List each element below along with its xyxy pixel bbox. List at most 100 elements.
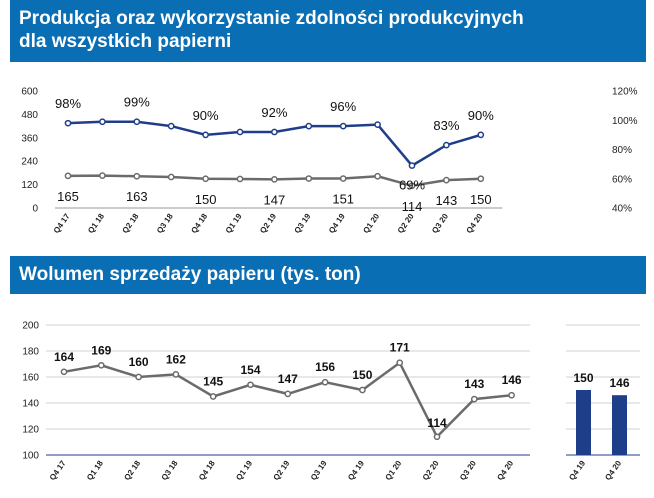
chart1-x-tick: Q1 20 (361, 212, 381, 235)
chart1-utilization-label: 96% (330, 99, 356, 114)
chart2-sales-label: 164 (54, 350, 74, 364)
chart2-x-tick: Q4 17 (48, 459, 68, 482)
top-chart-title-line1: Produkcja oraz wykorzystanie zdolności p… (19, 8, 524, 29)
chart3-x-tick: Q4 20 (603, 459, 623, 482)
chart1-production-label: 114 (402, 199, 423, 214)
chart2-x-tick: Q1 18 (85, 459, 105, 482)
chart2-x-tick: Q2 18 (122, 459, 142, 482)
chart2-y-tick: 180 (22, 347, 39, 358)
chart1-production-point (133, 172, 141, 180)
chart2-sales-label: 143 (464, 377, 484, 391)
chart1-utilization-point (443, 141, 450, 149)
chart1-x-tick: Q1 18 (86, 212, 106, 235)
top-chart-header: Produkcja oraz wykorzystanie zdolności p… (10, 0, 646, 62)
chart1-utilization-point (271, 128, 278, 136)
chart1-production-label: 163 (126, 189, 148, 204)
chart1-left-tick: 0 (32, 204, 38, 215)
chart1-x-tick: Q4 17 (52, 212, 72, 235)
chart2-sales-point (284, 390, 292, 398)
chart1-production-label: 143 (436, 193, 458, 208)
chart1-utilization-point (408, 162, 416, 169)
chart1-utilization-point (99, 118, 106, 126)
chart2-sales-point (97, 361, 105, 369)
chart1-production-point (408, 182, 416, 190)
bottom-chart-title: Wolumen sprzedaży papieru (tys. ton) (19, 264, 361, 285)
chart1-utilization-point (133, 118, 141, 126)
chart2-sales-point (172, 371, 180, 378)
top-chart-title-line2: dla wszystkich papierni (19, 31, 232, 52)
chart2-sales-label: 146 (502, 373, 522, 387)
chart2-sales-point (470, 395, 478, 403)
chart1-production-point (167, 173, 175, 181)
chart1-x-tick: Q2 19 (258, 212, 278, 235)
chart2-sales-point (60, 368, 68, 376)
chart1-x-tick: Q2 18 (121, 212, 141, 235)
chart1-left-tick: 120 (21, 180, 38, 191)
chart1-x-tick: Q4 19 (327, 212, 347, 235)
chart2-y-tick: 100 (22, 451, 39, 462)
bottom-chart-header: Wolumen sprzedaży papieru (tys. ton) (10, 256, 646, 294)
chart2-y-tick: 160 (22, 373, 39, 384)
chart2-sales-point (433, 433, 441, 441)
chart2-sales-label: 171 (390, 341, 410, 355)
chart1-right-tick: 40% (612, 204, 632, 215)
chart1-x-tick: Q4 18 (189, 212, 209, 235)
chart2-sales-point (508, 391, 515, 399)
chart1-x-tick: Q3 20 (430, 212, 450, 235)
chart2-sales-label: 114 (427, 416, 447, 430)
chart2-x-tick: Q1 20 (383, 459, 403, 482)
chart2-x-tick: Q3 18 (160, 459, 180, 482)
chart1-left-tick: 360 (21, 133, 38, 144)
chart1-utilization-label: 90% (468, 108, 494, 123)
chart2-x-tick: Q4 19 (346, 459, 366, 482)
chart1-x-tick: Q3 19 (293, 212, 313, 235)
chart1-production-point (271, 175, 278, 183)
chart1-utilization-label: 98% (55, 96, 81, 111)
chart2-x-tick: Q4 20 (495, 459, 515, 482)
chart1-left-tick: 240 (21, 157, 38, 168)
chart1-utilization-point (305, 122, 313, 130)
chart1-production-point (64, 172, 72, 180)
chart2-sales-label: 162 (166, 352, 186, 366)
chart1-utilization-label: 83% (433, 118, 459, 133)
chart2-sales-label: 154 (240, 363, 260, 377)
chart2-sales-point (247, 381, 254, 389)
chart1-right-tick: 60% (612, 174, 632, 185)
chart1-utilization-point (202, 131, 209, 139)
chart1-production-point (374, 172, 381, 180)
chart2-x-tick: Q2 19 (272, 459, 292, 482)
chart3-bar-label: 146 (609, 376, 629, 390)
chart1-production-point (99, 172, 106, 179)
chart1-utilization-point (339, 122, 347, 130)
chart2-sales-point (321, 378, 329, 386)
chart2-y-tick: 140 (22, 399, 39, 410)
chart1-utilization-label: 99% (124, 95, 150, 110)
chart3-x-tick: Q4 19 (567, 459, 587, 482)
chart3-bar (612, 395, 627, 455)
chart2-x-tick: Q1 19 (234, 459, 254, 482)
chart2-sales-label: 160 (129, 355, 149, 369)
chart1-utilization-point (374, 121, 381, 128)
chart1-production-label: 147 (264, 192, 286, 207)
chart1-production-point (236, 175, 244, 183)
chart2-sales-label: 156 (315, 360, 335, 374)
chart2-sales-label: 147 (278, 372, 298, 386)
chart1-utilization-point (167, 122, 175, 130)
chart1-left-tick: 600 (21, 87, 38, 98)
chart2-sales-point (209, 393, 217, 400)
chart2-x-tick: Q3 19 (309, 459, 329, 482)
chart1-right-tick: 80% (612, 145, 632, 156)
chart1-production-point (477, 175, 485, 183)
chart1-utilization-point (477, 131, 485, 139)
chart1-production-point (305, 175, 313, 182)
chart1-x-tick: Q4 20 (465, 212, 485, 235)
chart1-x-tick: Q3 18 (155, 212, 175, 235)
chart2-x-tick: Q4 18 (197, 459, 217, 482)
chart1-production-point (202, 175, 209, 183)
chart1-production-point (443, 176, 450, 184)
chart2-y-tick: 120 (22, 425, 39, 436)
chart1-production-label: 150 (470, 192, 492, 207)
chart2-sales-point (396, 359, 404, 367)
chart1-utilization-label: 69% (399, 178, 425, 193)
